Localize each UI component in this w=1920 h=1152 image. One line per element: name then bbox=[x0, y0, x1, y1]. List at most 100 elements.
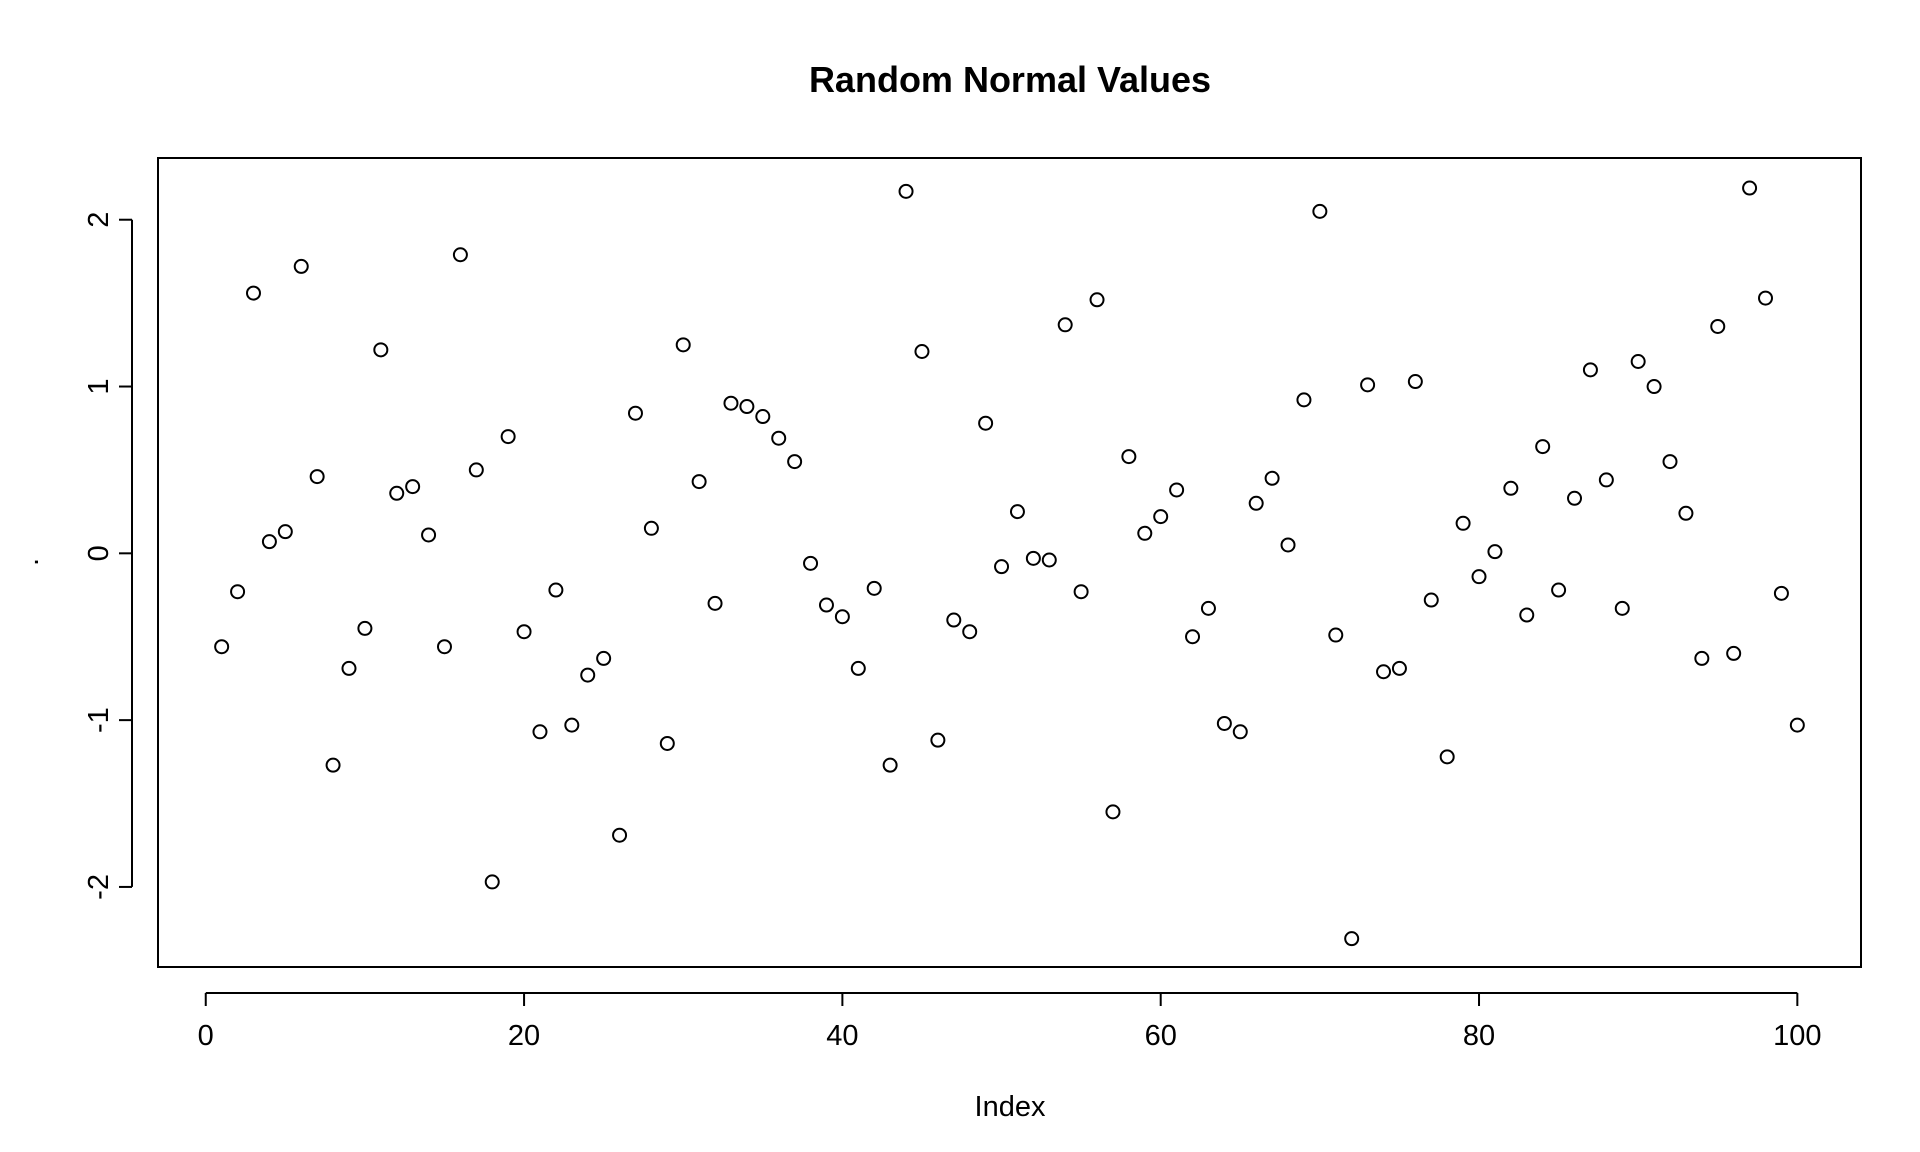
y-tick-label: 0 bbox=[83, 545, 115, 561]
data-point bbox=[1041, 552, 1057, 568]
data-point bbox=[1694, 650, 1710, 666]
data-point bbox=[230, 584, 246, 600]
data-point bbox=[1758, 290, 1774, 306]
data-point bbox=[1662, 454, 1678, 470]
y-axis-label: . bbox=[13, 558, 45, 566]
data-point bbox=[1567, 490, 1583, 506]
data-point bbox=[1391, 660, 1407, 676]
data-point bbox=[1646, 379, 1662, 395]
x-axis-label: Index bbox=[975, 1091, 1046, 1123]
data-point bbox=[1216, 715, 1232, 731]
data-point bbox=[1280, 537, 1296, 553]
data-point bbox=[389, 485, 405, 501]
data-point bbox=[580, 667, 596, 683]
data-point bbox=[1773, 585, 1789, 601]
x-tick-label: 0 bbox=[198, 1020, 214, 1052]
y-tick-label: -2 bbox=[83, 874, 115, 900]
data-point bbox=[1551, 582, 1567, 598]
data-point bbox=[1169, 482, 1185, 498]
data-point bbox=[1503, 480, 1519, 496]
data-point bbox=[1009, 504, 1025, 520]
data-point bbox=[436, 639, 452, 655]
x-tick-label: 100 bbox=[1773, 1020, 1821, 1052]
data-point bbox=[707, 595, 723, 611]
data-point bbox=[564, 717, 580, 733]
data-point bbox=[309, 469, 325, 485]
data-point bbox=[548, 582, 564, 598]
chart-title: Random Normal Values bbox=[809, 59, 1211, 100]
data-point bbox=[1025, 550, 1041, 566]
data-point bbox=[946, 612, 962, 628]
data-point bbox=[866, 580, 882, 596]
x-tick-label: 60 bbox=[1145, 1020, 1177, 1052]
data-point bbox=[1057, 317, 1073, 333]
data-point bbox=[1455, 515, 1471, 531]
data-point bbox=[261, 534, 277, 550]
data-point bbox=[1471, 569, 1487, 585]
data-point bbox=[293, 258, 309, 274]
data-point bbox=[691, 474, 707, 490]
data-point bbox=[1312, 203, 1328, 219]
data-point bbox=[357, 620, 373, 636]
data-point bbox=[1105, 804, 1121, 820]
data-point bbox=[405, 479, 421, 495]
data-point bbox=[1789, 717, 1805, 733]
data-point bbox=[341, 660, 357, 676]
data-point bbox=[803, 555, 819, 571]
data-point bbox=[421, 527, 437, 543]
y-tick-label: -1 bbox=[83, 707, 115, 733]
data-point bbox=[1519, 607, 1535, 623]
data-point bbox=[373, 342, 389, 358]
data-point bbox=[1248, 495, 1264, 511]
data-point bbox=[1582, 362, 1598, 378]
data-point bbox=[214, 639, 230, 655]
data-point bbox=[1726, 645, 1742, 661]
y-tick-label: 2 bbox=[83, 212, 115, 228]
x-tick-label: 20 bbox=[508, 1020, 540, 1052]
data-points bbox=[214, 180, 1805, 947]
data-point bbox=[516, 624, 532, 640]
data-point bbox=[532, 724, 548, 740]
data-point bbox=[1344, 931, 1360, 947]
data-point bbox=[898, 183, 914, 199]
data-point bbox=[1360, 377, 1376, 393]
data-point bbox=[675, 337, 691, 353]
data-point bbox=[1423, 592, 1439, 608]
data-point bbox=[1089, 292, 1105, 308]
data-point bbox=[500, 429, 516, 445]
data-point bbox=[659, 735, 675, 751]
data-point bbox=[755, 409, 771, 425]
data-point bbox=[962, 624, 978, 640]
data-point bbox=[1678, 505, 1694, 521]
x-tick-label: 80 bbox=[1463, 1020, 1495, 1052]
data-point bbox=[1137, 525, 1153, 541]
data-point bbox=[1185, 629, 1201, 645]
data-point bbox=[1200, 600, 1216, 616]
data-point bbox=[994, 559, 1010, 575]
data-point bbox=[1439, 749, 1455, 765]
data-point bbox=[930, 732, 946, 748]
data-point bbox=[771, 430, 787, 446]
data-point bbox=[1407, 374, 1423, 390]
data-point bbox=[1535, 439, 1551, 455]
data-point bbox=[850, 660, 866, 676]
data-point bbox=[245, 285, 261, 301]
data-point bbox=[787, 454, 803, 470]
data-point bbox=[1121, 449, 1137, 465]
data-point bbox=[1264, 470, 1280, 486]
data-point bbox=[834, 609, 850, 625]
y-axis: -2 -1 0 1 2 bbox=[83, 212, 133, 900]
x-axis: 0 20 40 60 80 100 bbox=[198, 992, 1822, 1052]
x-tick-label: 40 bbox=[826, 1020, 858, 1052]
data-point bbox=[468, 462, 484, 478]
data-point bbox=[452, 247, 468, 263]
data-point bbox=[277, 524, 293, 540]
data-point bbox=[1742, 180, 1758, 196]
data-point bbox=[1073, 584, 1089, 600]
data-point bbox=[1153, 509, 1169, 525]
data-point bbox=[1296, 392, 1312, 408]
data-point bbox=[739, 399, 755, 415]
data-point bbox=[1232, 724, 1248, 740]
data-point bbox=[1598, 472, 1614, 488]
